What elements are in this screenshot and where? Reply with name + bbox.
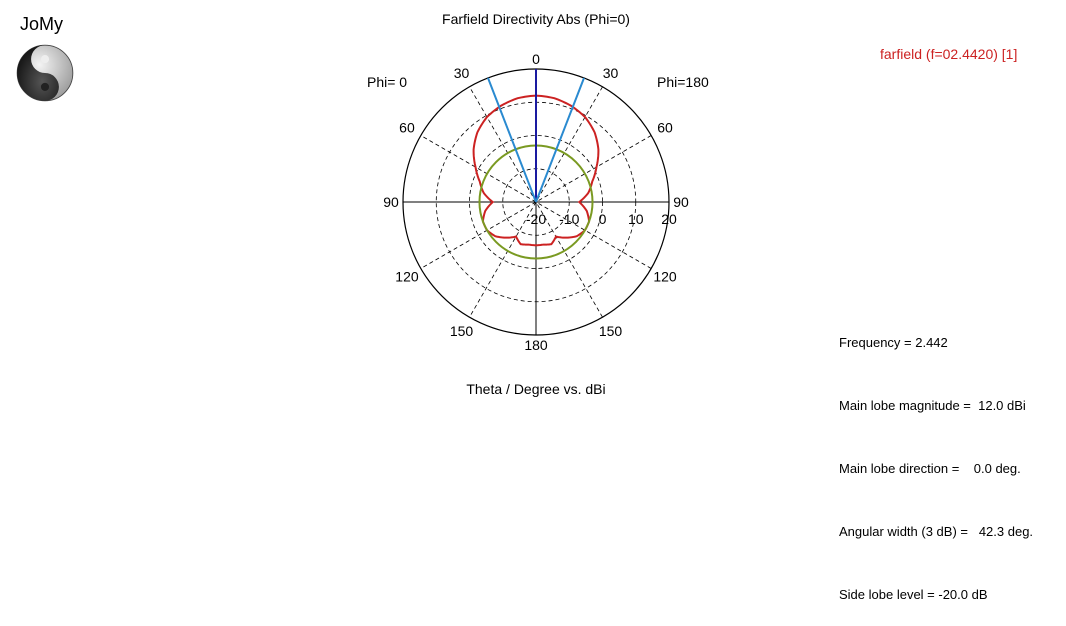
chart-title: Farfield Directivity Abs (Phi=0): [442, 11, 630, 27]
angle-tick-label: 150: [450, 323, 474, 339]
angle-tick-label: 30: [454, 65, 470, 81]
radial-tick-label: 0: [599, 211, 607, 227]
angle-tick-label: 0: [532, 51, 540, 67]
angle-tick-label: 30: [603, 65, 619, 81]
angle-tick-label: 150: [599, 323, 623, 339]
info-main-lobe-direction: Main lobe direction = 0.0 deg.: [839, 461, 1021, 476]
brand-name: JoMy: [20, 14, 64, 34]
angle-tick-label: 120: [395, 269, 419, 285]
radial-tick-label: -20: [526, 211, 546, 227]
series-line-farfield: [472, 94, 600, 247]
angle-tick-labels: 0 30 60 90 120 150 180 150 120 90 60 30: [383, 51, 689, 353]
angle-tick-label: 60: [399, 120, 415, 136]
radial-tick-label: 10: [628, 211, 644, 227]
yin-yang-icon: [16, 44, 74, 102]
x-axis-label: Theta / Degree vs. dBi: [466, 381, 605, 397]
info-panel: Frequency = 2.442 Main lobe magnitude = …: [839, 290, 1033, 626]
phi-right-label: Phi=180: [657, 74, 709, 90]
phi-left-label: Phi= 0: [367, 74, 407, 90]
info-frequency: Frequency = 2.442: [839, 335, 948, 350]
angle-tick-label: 90: [383, 194, 399, 210]
info-angular-width: Angular width (3 dB) = 42.3 deg.: [839, 524, 1034, 539]
radial-tick-labels: -20 -10 0 10 20: [526, 211, 677, 227]
angle-tick-label: 120: [653, 269, 677, 285]
info-side-lobe-level: Side lobe level = -20.0 dB: [839, 587, 988, 602]
radial-tick-label: 20: [661, 211, 677, 227]
polar-plot: Farfield Directivity Abs (Phi=0) Theta /…: [367, 11, 709, 397]
angle-tick-label: 180: [524, 337, 548, 353]
radial-tick-label: -10: [559, 211, 579, 227]
angle-tick-label: 60: [657, 120, 673, 136]
info-main-lobe-magnitude: Main lobe magnitude = 12.0 dBi: [839, 398, 1026, 413]
legend-entry: farfield (f=02.4420) [1]: [880, 46, 1018, 62]
beamwidth-line: [535, 77, 585, 203]
direction-markers: [487, 69, 585, 203]
beamwidth-line: [487, 77, 537, 203]
angle-tick-label: 90: [673, 194, 689, 210]
